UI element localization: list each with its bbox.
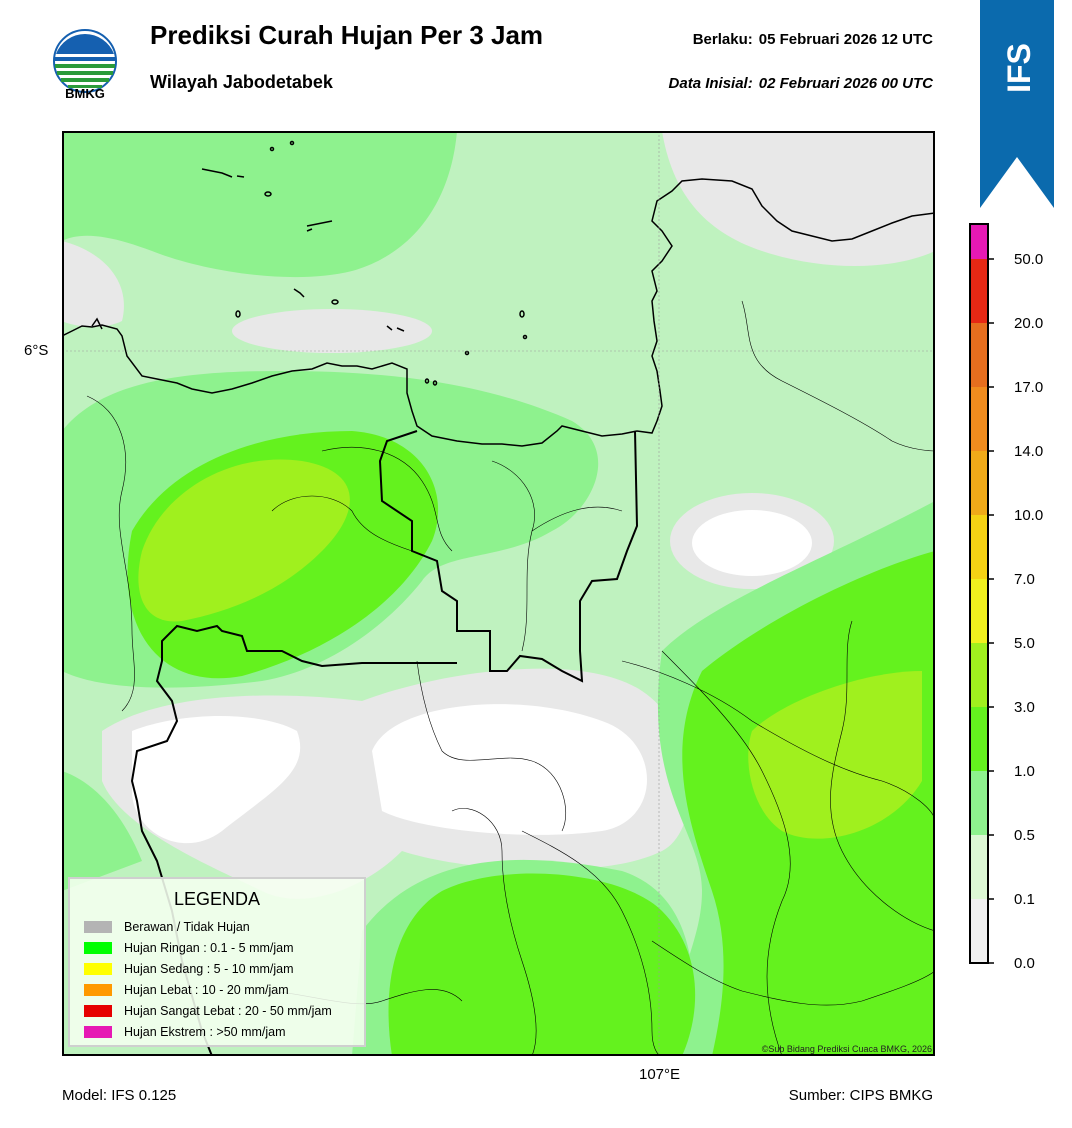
clear-area-southwest (132, 716, 301, 844)
colorbar-tick-label: 17.0 (1014, 379, 1043, 396)
logo-text: BMKG (65, 86, 105, 101)
latitude-label: 6°S (24, 342, 49, 359)
coastline (62, 178, 935, 447)
colorbar-tick-label: 10.0 (1014, 507, 1043, 524)
legend-label: Hujan Sangat Lebat : 20 - 50 mm/jam (124, 1003, 332, 1018)
colorbar-frame (969, 223, 989, 964)
rain-area-3.0-west (138, 459, 350, 622)
init-label: Data Inisial: (668, 75, 753, 92)
legend-swatch (84, 983, 112, 996)
model-info: Model: IFS 0.125 (62, 1087, 177, 1104)
colorbar-tick-label: 50.0 (1014, 251, 1043, 268)
colorbar-tick-label: 0.5 (1014, 827, 1035, 844)
legend-item: Hujan Ekstrem : >50 mm/jam (84, 1021, 332, 1042)
legend-label: Hujan Ringan : 0.1 - 5 mm/jam (124, 940, 294, 955)
page-subtitle: Wilayah Jabodetabek (150, 72, 333, 92)
legend-item: Berawan / Tidak Hujan (84, 916, 332, 937)
province-border-banten-jabar (130, 624, 457, 1056)
colorbar-tick-label: 7.0 (1014, 571, 1035, 588)
rain-area-3.0-east (748, 671, 922, 839)
regency-borders (86, 300, 935, 1056)
legend-swatch (84, 941, 112, 954)
legend-swatch (84, 1025, 112, 1038)
colorbar-segment (970, 899, 988, 963)
colorbar-tick-label: 0.0 (1014, 955, 1035, 968)
legend-swatch (84, 962, 112, 975)
map-frame (62, 131, 935, 1056)
colorbar-segment (970, 771, 988, 835)
bmkg-logo-icon (53, 29, 117, 93)
province-border-jakarta-banten (378, 430, 639, 683)
legend-title: LEGENDA (173, 889, 261, 909)
colorbar-segment (970, 259, 988, 323)
colorbar-tick-label: 20.0 (1014, 315, 1043, 332)
colorbar-tick-label: 3.0 (1014, 699, 1035, 716)
legend-item: Hujan Ringan : 0.1 - 5 mm/jam (84, 937, 332, 958)
colorbar-segment (970, 323, 988, 387)
colorbar-segment (970, 707, 988, 771)
map-credit: ©Sub Bidang Prediksi Cuaca BMKG, 2026 (761, 1044, 932, 1054)
legend-label: Hujan Lebat : 10 - 20 mm/jam (124, 982, 289, 997)
rain-area-0.5-southwest (62, 771, 142, 891)
ifs-badge: IFS (980, 0, 1054, 208)
no-rain-area-northeast (662, 131, 935, 266)
colorbar-tick-label: 5.0 (1014, 635, 1035, 652)
longitude-label: 107°E (639, 1066, 681, 1083)
rainfall-map (62, 131, 935, 1056)
no-rain-area-west (62, 241, 124, 327)
colorbar-segment (970, 224, 988, 259)
source-info: Sumber: CIPS BMKG (788, 1087, 933, 1104)
rain-area-0.5-north (62, 131, 457, 278)
colorbar-tick-label: 14.0 (1014, 443, 1043, 460)
init-value: 02 Februari 2026 00 UTC (758, 75, 933, 92)
colorbar-segment (970, 451, 988, 515)
valid-value: 05 Februari 2026 12 UTC (758, 31, 933, 48)
init-time: Data Inisial: 02 Februari 2026 00 UTC (669, 75, 933, 92)
no-rain-area-north (232, 309, 432, 353)
valid-label: Berlaku: (692, 31, 753, 48)
legend-swatch (84, 1004, 112, 1017)
legend-swatch (84, 920, 112, 933)
colorbar-segment (970, 643, 988, 707)
colorbar-segment (970, 515, 988, 579)
legend-label: Hujan Sedang : 5 - 10 mm/jam (124, 961, 294, 976)
legend-item: Hujan Lebat : 10 - 20 mm/jam (84, 979, 332, 1000)
legend-items: Berawan / Tidak Hujan Hujan Ringan : 0.1 … (84, 916, 332, 1042)
legend-item: Hujan Sedang : 5 - 10 mm/jam (84, 958, 332, 979)
islands (91, 140, 528, 386)
badge-text: IFS (1001, 43, 1037, 93)
legend-label: Berawan / Tidak Hujan (124, 919, 250, 934)
clear-area-east (692, 510, 812, 576)
colorbar-segment (970, 835, 988, 899)
colorbar-segment (970, 579, 988, 643)
rain-area-1.0-south (388, 873, 696, 1056)
page-title: Prediksi Curah Hujan Per 3 Jam (150, 20, 544, 50)
colorbar-segment (970, 387, 988, 451)
legend-label: Hujan Ekstrem : >50 mm/jam (124, 1024, 286, 1039)
legend-item: Hujan Sangat Lebat : 20 - 50 mm/jam (84, 1000, 332, 1021)
clear-area-south-center (372, 704, 647, 835)
colorbar: 0.0 0.1 0.5 1.0 3.0 5.0 7.0 10.0 14.0 17.0 20.0 50.… (969, 223, 1043, 968)
colorbar-tick-label: 1.0 (1014, 763, 1035, 780)
colorbar-tick-label: 0.1 (1014, 891, 1035, 908)
valid-time: Berlaku: 05 Februari 2026 12 UTC (693, 31, 933, 48)
legend: LEGENDA Berawan / Tidak Hujan Hujan Ringa… (68, 877, 366, 1047)
